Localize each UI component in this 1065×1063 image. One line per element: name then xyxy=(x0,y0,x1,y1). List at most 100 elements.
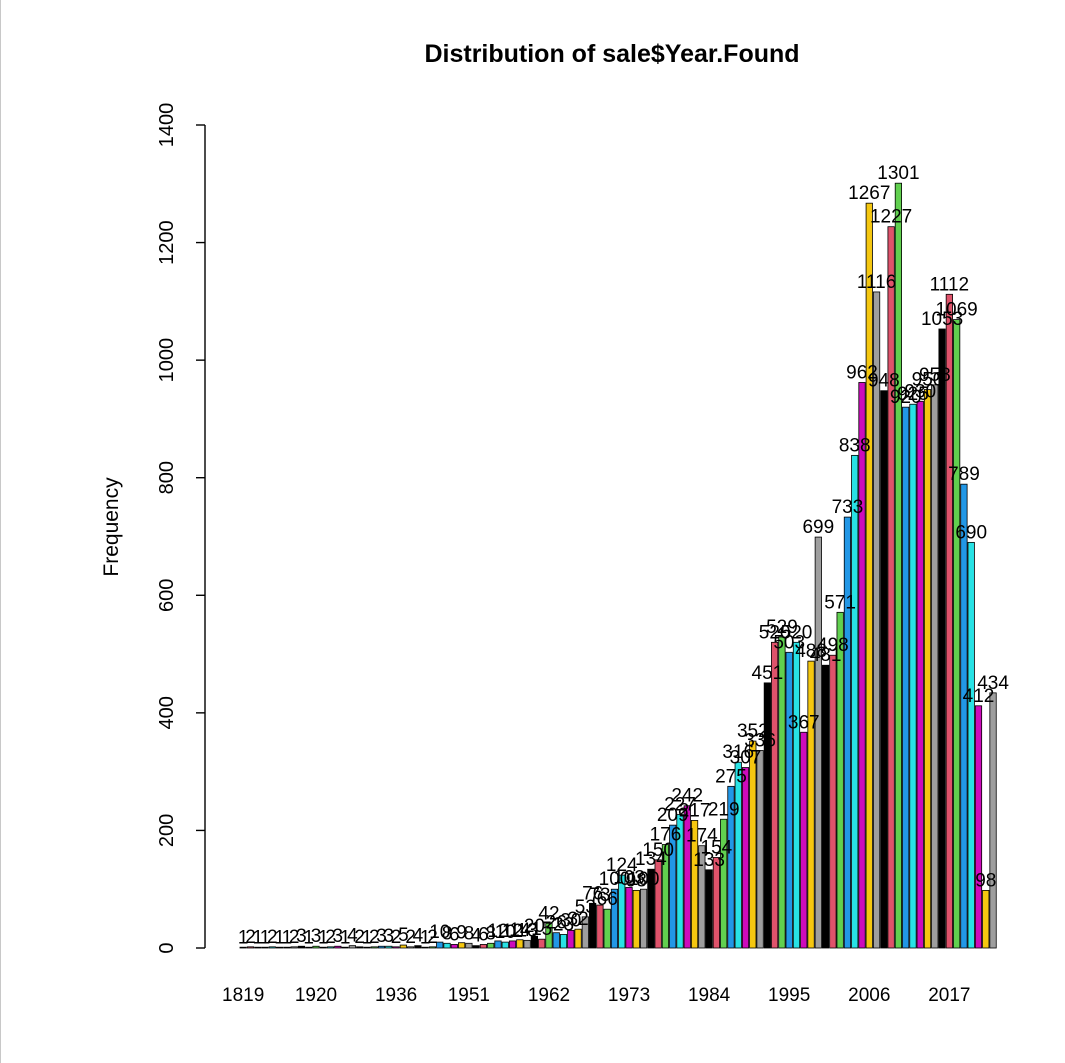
x-axis: 1819 1920 1936 1951 1962 1973 1984 1995 2006 2017 xyxy=(222,985,970,1006)
bar xyxy=(385,945,393,949)
bar-value-label: 1 xyxy=(420,927,431,948)
bar xyxy=(741,767,750,949)
bar-value-label: 2 xyxy=(354,927,365,948)
bar-value-label: 789 xyxy=(948,464,980,485)
bar xyxy=(428,946,437,949)
image-border xyxy=(0,0,1,1063)
bar xyxy=(676,814,684,949)
bar-value-label: 4 xyxy=(347,926,358,947)
bar xyxy=(792,641,801,949)
bar-labels: 1211211231312314212332524121086984681210… xyxy=(238,163,1009,948)
bar-value-label: 174 xyxy=(686,826,718,847)
bar-value-label: 6 xyxy=(478,924,489,945)
bar xyxy=(960,483,968,949)
bar-value-label: 1 xyxy=(362,927,373,948)
bar-value-label: 412 xyxy=(963,686,995,707)
bar-value-label: 133 xyxy=(693,850,725,871)
bar-value-label: 920 xyxy=(890,387,922,408)
bar xyxy=(698,845,706,949)
bar-value-label: 503 xyxy=(773,632,805,653)
bar xyxy=(829,654,837,949)
bar xyxy=(370,946,378,949)
bar-value-label: 66 xyxy=(597,889,618,910)
bar xyxy=(487,942,495,949)
bar xyxy=(465,942,473,949)
y-axis: 0 200 400 600 800 1000 1200 1400 xyxy=(156,103,206,954)
x-tick-label: 1819 xyxy=(222,985,264,1006)
bar-value-label: 2 xyxy=(267,927,278,948)
bar-value-label: 529 xyxy=(766,617,798,638)
bar-value-label: 209 xyxy=(657,805,689,826)
bar-value-label: 733 xyxy=(832,497,864,518)
bar xyxy=(567,929,575,949)
bar xyxy=(450,944,458,949)
bar-value-label: 98 xyxy=(975,870,996,891)
bar xyxy=(552,932,560,949)
bar-value-label: 12 xyxy=(487,921,508,942)
bar xyxy=(916,400,924,949)
bar-value-label: 2 xyxy=(289,927,300,948)
bar xyxy=(392,946,400,949)
x-tick-label: 1962 xyxy=(528,985,570,1006)
bar-value-label: 103 xyxy=(613,867,645,888)
bar-value-label: 154 xyxy=(701,837,733,858)
bar-value-label: 2 xyxy=(325,927,336,948)
bar-value-label: 100 xyxy=(599,869,631,890)
bar-value-label: 336 xyxy=(744,730,776,751)
y-tick-label: 1200 xyxy=(156,220,178,264)
bar-value-label: 367 xyxy=(788,712,820,733)
bar-value-label: 8 xyxy=(464,923,475,944)
bar xyxy=(581,916,589,949)
bar xyxy=(414,945,422,949)
bar-value-label: 958 xyxy=(919,365,951,386)
bar xyxy=(967,541,975,949)
bar xyxy=(654,859,662,949)
bar xyxy=(574,928,582,949)
bar-value-label: 242 xyxy=(671,786,703,807)
bar xyxy=(647,868,655,949)
bar xyxy=(363,946,371,949)
bar xyxy=(268,946,276,949)
bar-value-label: 1267 xyxy=(848,183,890,204)
bar xyxy=(807,660,815,949)
bar xyxy=(974,705,983,949)
bar-value-label: 4 xyxy=(413,926,424,947)
bar-value-label: 2 xyxy=(369,927,380,948)
bar-value-label: 8 xyxy=(485,923,496,944)
bar-value-label: 10 xyxy=(429,922,450,943)
bar xyxy=(348,945,357,949)
bar xyxy=(283,946,291,949)
bar-value-label: 2 xyxy=(427,927,438,948)
bar-value-label: 227 xyxy=(664,795,696,816)
bar xyxy=(989,692,997,949)
bar xyxy=(297,945,306,949)
y-tick-label: 0 xyxy=(156,942,178,953)
bar xyxy=(953,319,961,949)
bar-value-label: 352 xyxy=(737,721,769,742)
bar-value-label: 520 xyxy=(781,622,813,643)
bar-value-label: 1301 xyxy=(877,163,919,184)
bar xyxy=(640,888,648,949)
bar-value-label: 690 xyxy=(955,522,987,543)
bar xyxy=(756,750,764,949)
bar xyxy=(669,824,677,949)
bar xyxy=(334,945,342,949)
bar xyxy=(851,454,859,949)
bar-value-label: 1227 xyxy=(870,207,912,228)
bar xyxy=(516,939,524,949)
bar-value-label: 275 xyxy=(715,766,747,787)
bar xyxy=(596,904,604,949)
bar-value-label: 481 xyxy=(810,645,842,666)
bar-value-label: 1 xyxy=(274,927,285,948)
bar xyxy=(239,946,247,949)
bar-value-label: 15 xyxy=(531,919,552,940)
y-tick-label: 600 xyxy=(156,579,178,612)
bar xyxy=(705,869,713,949)
bar-value-label: 124 xyxy=(606,855,638,876)
bar-value-label: 307 xyxy=(730,748,762,769)
chart-title: Distribution of sale$Year.Found xyxy=(424,40,799,68)
bar xyxy=(880,390,888,949)
bar xyxy=(603,908,611,949)
bar xyxy=(712,857,721,949)
bar xyxy=(407,946,415,949)
